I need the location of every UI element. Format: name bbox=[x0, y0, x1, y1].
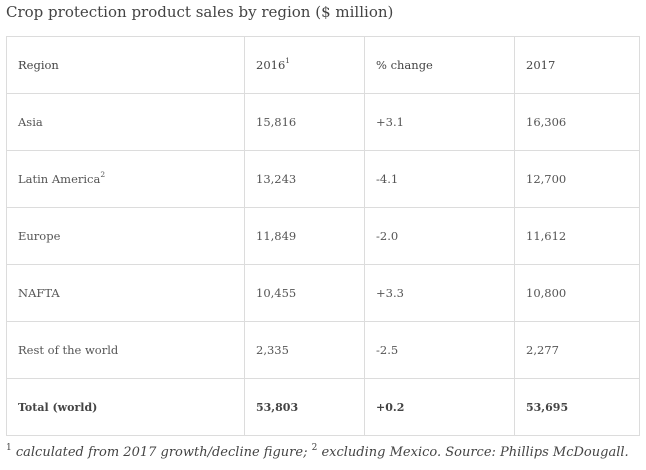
total-row: Total (world) 53,803 +0.2 53,695 bbox=[6, 378, 640, 436]
table-row: Rest of the world 2,335 -2.5 2,277 bbox=[6, 321, 640, 379]
footnote-text-2: excluding Mexico. Source: Phillips McDou… bbox=[317, 445, 629, 460]
cell-2017: 16,306 bbox=[514, 93, 640, 151]
cell-2016: 10,455 bbox=[244, 264, 365, 322]
cell-change: -4.1 bbox=[364, 150, 515, 208]
header-region: Region bbox=[6, 36, 245, 94]
header-2016-label: 2016 bbox=[256, 58, 286, 72]
cell-region: Total (world) bbox=[6, 378, 245, 436]
cell-2017: 10,800 bbox=[514, 264, 640, 322]
region-label: Europe bbox=[18, 229, 61, 243]
footnote-marker: 1 bbox=[6, 442, 12, 453]
header-2017: 2017 bbox=[514, 36, 640, 94]
table-row: Latin America2 13,243 -4.1 12,700 bbox=[6, 150, 640, 208]
cell-region: Europe bbox=[6, 207, 245, 265]
sales-table-container: Region 20161 % change 2017 Asia 15,816 +… bbox=[6, 36, 640, 438]
table-footnote: 1 calculated from 2017 growth/decline fi… bbox=[6, 442, 629, 464]
cell-2017: 12,700 bbox=[514, 150, 640, 208]
table-title: Crop protection product sales by region … bbox=[6, 3, 394, 21]
region-label: Rest of the world bbox=[18, 343, 119, 357]
footnote-text-1: calculated from 2017 growth/decline figu… bbox=[11, 445, 312, 460]
cell-2016: 2,335 bbox=[244, 321, 365, 379]
cell-2017: 11,612 bbox=[514, 207, 640, 265]
header-change: % change bbox=[364, 36, 515, 94]
header-row: Region 20161 % change 2017 bbox=[6, 36, 640, 94]
footnote-marker: 2 bbox=[311, 442, 318, 453]
table-row: Asia 15,816 +3.1 16,306 bbox=[6, 93, 640, 151]
cell-2017: 2,277 bbox=[514, 321, 640, 379]
table-row: Europe 11,849 -2.0 11,612 bbox=[6, 207, 640, 265]
cell-2016: 11,849 bbox=[244, 207, 365, 265]
cell-change: +3.3 bbox=[364, 264, 515, 322]
header-2016: 20161 bbox=[244, 36, 365, 94]
cell-2016: 53,803 bbox=[244, 378, 365, 436]
cell-region: NAFTA bbox=[6, 264, 245, 322]
cell-region: Rest of the world bbox=[6, 321, 245, 379]
cell-change: +3.1 bbox=[364, 93, 515, 151]
cell-region: Latin America2 bbox=[6, 150, 245, 208]
cell-2016: 13,243 bbox=[244, 150, 365, 208]
footnote-marker: 2 bbox=[100, 170, 106, 180]
cell-2016: 15,816 bbox=[244, 93, 365, 151]
cell-2017: 53,695 bbox=[514, 378, 640, 436]
cell-change: -2.5 bbox=[364, 321, 515, 379]
footnote-marker: 1 bbox=[285, 56, 291, 66]
region-label: Latin America bbox=[18, 172, 101, 186]
sales-table: Region 20161 % change 2017 Asia 15,816 +… bbox=[6, 36, 640, 436]
cell-change: +0.2 bbox=[364, 378, 515, 436]
region-label: NAFTA bbox=[18, 286, 60, 300]
region-label: Asia bbox=[18, 115, 43, 129]
cell-region: Asia bbox=[6, 93, 245, 151]
cell-change: -2.0 bbox=[364, 207, 515, 265]
table-row: NAFTA 10,455 +3.3 10,800 bbox=[6, 264, 640, 322]
